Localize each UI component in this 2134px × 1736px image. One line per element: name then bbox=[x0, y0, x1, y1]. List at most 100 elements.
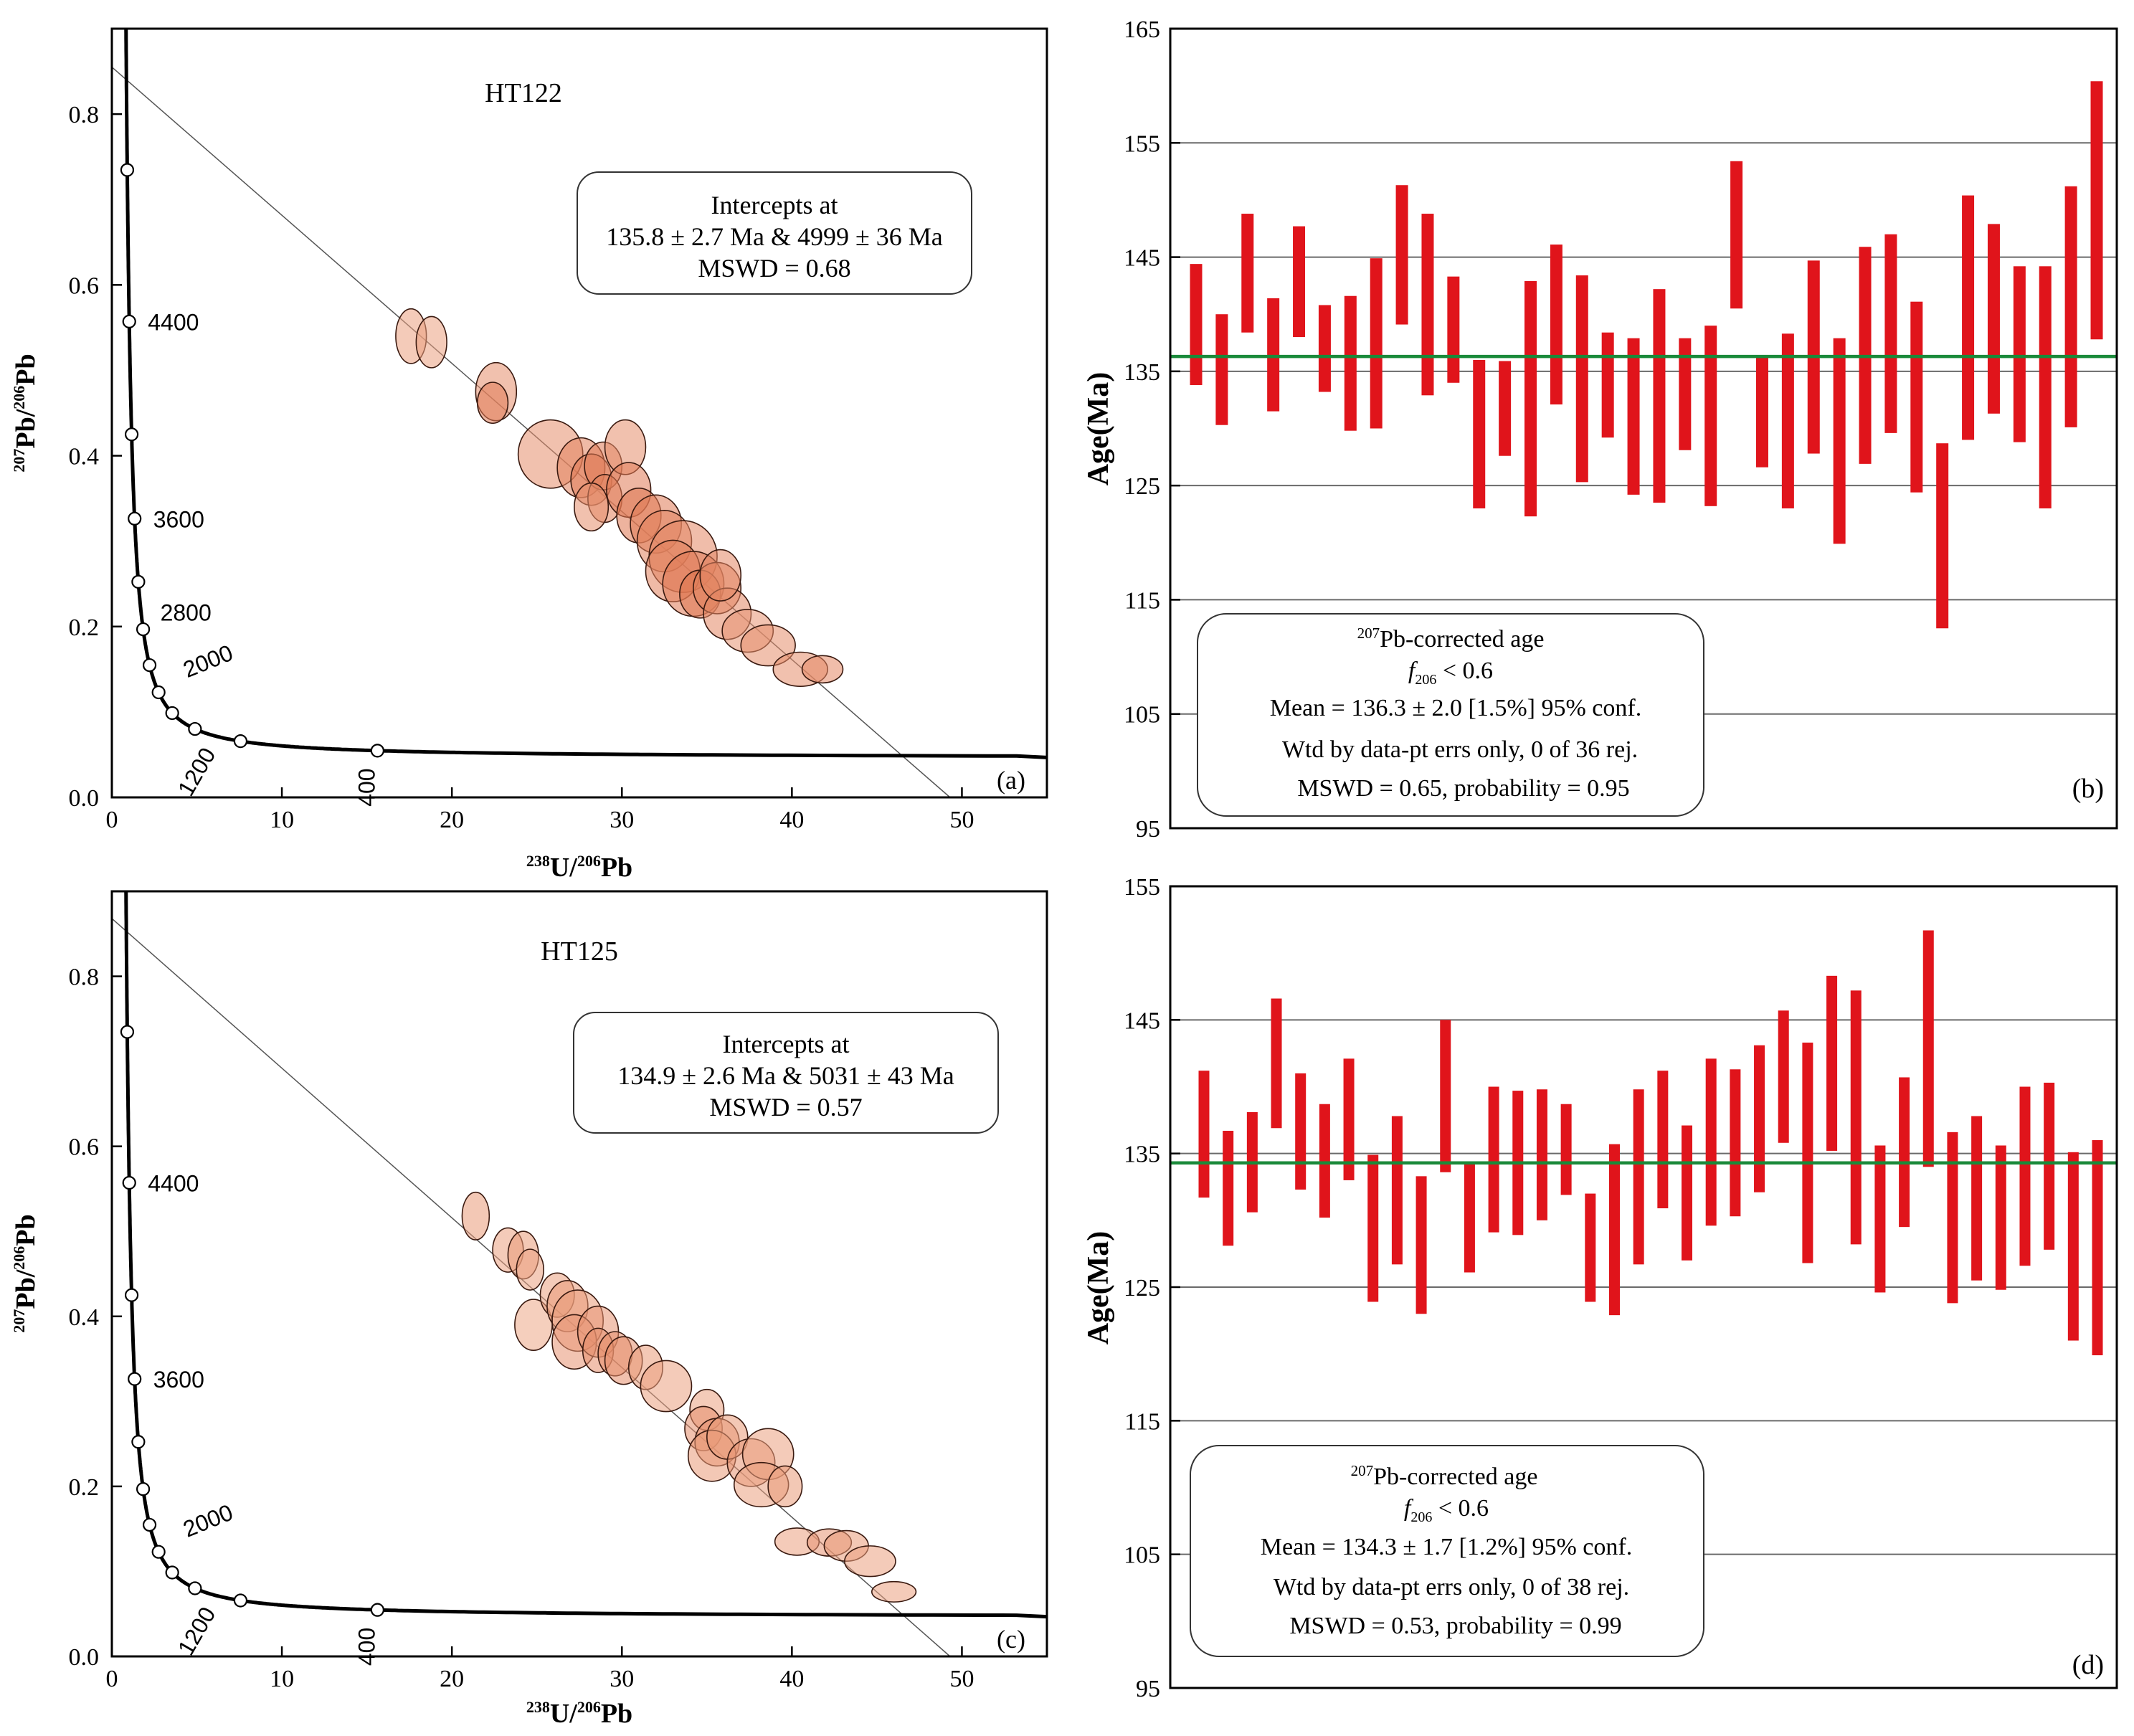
panel-a-annotation-line3: MSWD = 0.68 bbox=[698, 254, 850, 283]
panel-b-age-bar-28 bbox=[1884, 234, 1897, 433]
panel-d-age-bar-27 bbox=[1826, 975, 1838, 1151]
panel-c-label: (c) bbox=[997, 1625, 1025, 1654]
panel-a-concordia-curve bbox=[124, 29, 1047, 759]
panel-d-ytick-label-105: 105 bbox=[1124, 1542, 1160, 1569]
panel-c-xlabel-sup1: 238 bbox=[526, 1698, 550, 1716]
panel-a-concordia-marker-4000 bbox=[124, 427, 139, 442]
panel-d-age-bar-4 bbox=[1271, 998, 1282, 1129]
panel-b-ytick-label-125: 125 bbox=[1124, 473, 1160, 500]
panel-c-concordia-curve bbox=[124, 891, 1047, 1619]
panel-b-age-bar-18 bbox=[1627, 338, 1640, 495]
panel-c-concordia-marker-3200 bbox=[131, 1435, 146, 1449]
panel-d-age-bar-35 bbox=[2019, 1086, 2031, 1266]
panel-d-annotation-fsub: 206 bbox=[1410, 1509, 1432, 1525]
panel-d-annotation-sup: 207 bbox=[1351, 1462, 1374, 1479]
panel-d-annotation-title: 207Pb-corrected age bbox=[1351, 1462, 1538, 1490]
panel-a-xtick-label-50: 50 bbox=[949, 807, 974, 833]
panel-b-age-bar-1 bbox=[1190, 264, 1203, 385]
panel-d-age-bar-10 bbox=[1415, 1176, 1427, 1314]
panel-b-age-bar-15 bbox=[1550, 245, 1562, 405]
panel-a-annotation-line2: 135.8 ± 2.7 Ma & 4999 ± 36 Ma bbox=[606, 222, 943, 251]
panel-a-concordia-marker-3600 bbox=[128, 511, 142, 526]
panel-b-ytick-label-115: 115 bbox=[1124, 587, 1160, 614]
panel-b-age-bar-14 bbox=[1524, 281, 1537, 517]
panel-d-age-bar-7 bbox=[1343, 1058, 1355, 1180]
panel-b-age-bar-9 bbox=[1395, 185, 1408, 325]
panel-a-error-ellipse-24 bbox=[740, 624, 796, 667]
panel-d-age-bar-28 bbox=[1850, 990, 1862, 1245]
panel-b-ytick-label-105: 105 bbox=[1124, 702, 1160, 729]
panel-b-ytick-label-95: 95 bbox=[1136, 816, 1160, 843]
panel-a-error-ellipse-22 bbox=[699, 549, 742, 602]
panel-d-ylabel: Age(Ma) bbox=[1082, 1231, 1115, 1345]
panel-c-ytick-label-0: 0.0 bbox=[69, 1644, 100, 1671]
panel-d-age-bar-26 bbox=[1802, 1043, 1813, 1263]
panel-d-age-bar-29 bbox=[1874, 1145, 1886, 1293]
panel-d-age-bar-20 bbox=[1657, 1071, 1669, 1209]
panel-a-ytick-label-4: 0.8 bbox=[69, 102, 100, 128]
panel-c-title: HT125 bbox=[541, 936, 618, 967]
panel-a-error-ellipse-2 bbox=[415, 316, 447, 369]
panel-d-age-bar-6 bbox=[1319, 1104, 1330, 1218]
panel-b-ytick-label-145: 145 bbox=[1124, 245, 1160, 272]
panel-d-age-bar-17 bbox=[1585, 1193, 1596, 1302]
panel-c-annotation-line3: MSWD = 0.57 bbox=[709, 1093, 862, 1121]
panel-b-age-bar-35 bbox=[2064, 186, 2077, 427]
panel-a-ylabel-main: Pb/ bbox=[11, 409, 41, 448]
panel-c-xtick-label-50: 50 bbox=[949, 1666, 974, 1692]
panel-d-age-bar-18 bbox=[1608, 1144, 1620, 1316]
panel-d-ytick-label-135: 135 bbox=[1124, 1142, 1160, 1168]
panel-b-age-bar-36 bbox=[2090, 81, 2103, 340]
panel-d-age-bar-12 bbox=[1464, 1164, 1475, 1273]
panel-a-label: (a) bbox=[997, 766, 1025, 795]
panel-a-xtick-label-0: 0 bbox=[106, 807, 118, 833]
panel-b-age-bar-17 bbox=[1601, 332, 1614, 438]
panel-b-age-bar-13 bbox=[1499, 361, 1512, 456]
panel-a-concordia-marker-800 bbox=[233, 734, 248, 749]
panel-d-age-bar-1 bbox=[1198, 1071, 1210, 1198]
panel-a-xlabel-tail: Pb bbox=[601, 853, 632, 883]
panel-d-ytick-label-95: 95 bbox=[1136, 1676, 1160, 1702]
panel-b-age-bar-20 bbox=[1679, 338, 1692, 450]
panel-d-age-bar-21 bbox=[1682, 1125, 1693, 1261]
panel-c-xlabel: 238U/206Pb bbox=[526, 1698, 632, 1729]
panel-d-age-bar-24 bbox=[1754, 1045, 1765, 1192]
panel-a-age-label-2800: 2800 bbox=[161, 600, 212, 626]
panel-c-ytick-label-3: 0.6 bbox=[69, 1134, 100, 1161]
panel-b-age-bar-2 bbox=[1215, 314, 1228, 425]
panel-a-age-label-400: 400 bbox=[354, 768, 379, 806]
panel-b-age-bar-11 bbox=[1447, 276, 1460, 383]
panel-b-annotation-fsub: 206 bbox=[1415, 672, 1436, 688]
panel-c-concordia-marker-400 bbox=[370, 1603, 384, 1617]
panel-a-concordia-marker-4400 bbox=[122, 314, 136, 328]
panel-a-ytick-label-2: 0.4 bbox=[69, 444, 100, 470]
panel-c-concordia-marker-1600 bbox=[165, 1565, 179, 1580]
panel-a-frame bbox=[110, 27, 1048, 799]
panel-c-ytick-label-2: 0.4 bbox=[69, 1304, 100, 1331]
panel-d-age-bar-34 bbox=[1995, 1145, 2006, 1290]
panel-d-annotation-line1: Pb-corrected age bbox=[1373, 1464, 1537, 1490]
panel-a-error-ellipse-26 bbox=[801, 655, 844, 684]
panel-b-age-bar-32 bbox=[1987, 224, 2000, 414]
panel-a-xlabel-main: U/ bbox=[550, 853, 577, 883]
panel-c-ylabel-sup2: 206 bbox=[10, 1246, 28, 1270]
panel-d-age-bar-31 bbox=[1922, 930, 1934, 1167]
panel-c-concordia-marker-2000 bbox=[151, 1545, 166, 1559]
panel-c-annotation-line2: 134.9 ± 2.6 Ma & 5031 ± 43 Ma bbox=[617, 1061, 954, 1090]
panel-b-annotation-line4: Wtd by data-pt errs only, 0 of 36 rej. bbox=[1282, 736, 1638, 763]
panel-a-age-label-3600: 3600 bbox=[153, 506, 204, 532]
panel-a-error-ellipse-11 bbox=[574, 482, 610, 532]
panel-c-ytick-label-1: 0.2 bbox=[69, 1474, 100, 1501]
panel-b-age-bar-5 bbox=[1293, 226, 1306, 338]
panel-c-annotation-box bbox=[573, 1012, 999, 1134]
panel-b-age-bar-21 bbox=[1704, 326, 1717, 506]
panel-b-ylabel: Age(Ma) bbox=[1082, 372, 1115, 486]
panel-c-concordia: 0 10 20 30 40 50 0.0 0.2 0.4 0.6 0.8 4400 3600 2000 1… bbox=[10, 890, 1048, 1729]
panel-a-concordia-marker-3200 bbox=[131, 574, 146, 589]
panel-c-error-ellipse-15 bbox=[640, 1360, 693, 1413]
panel-a-xtick-label-20: 20 bbox=[440, 807, 464, 833]
panel-d-label: (d) bbox=[2072, 1650, 2104, 1680]
panel-c-ylabel-sup1: 207 bbox=[10, 1309, 28, 1333]
panel-a-concordia-marker-2000 bbox=[151, 685, 166, 700]
